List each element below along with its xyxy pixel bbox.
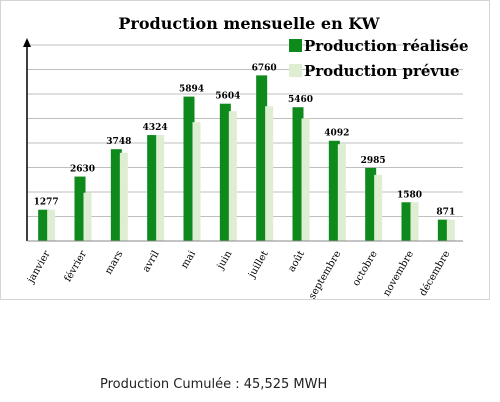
- x-tick-label-11: décembre: [418, 249, 453, 298]
- grid-lines: [27, 44, 463, 217]
- bar-realisee-2: [110, 149, 122, 241]
- bar-realisee-11: [437, 219, 449, 241]
- bar-prevue-5: [228, 111, 237, 242]
- bar-prevue-1: [83, 192, 92, 241]
- data-label-7: 5460: [288, 95, 313, 105]
- bar-prevue-7: [301, 118, 310, 241]
- data-label-6: 6760: [252, 63, 277, 73]
- bar-prevue-10: [410, 202, 419, 241]
- legend-swatch-prevue: [289, 64, 302, 77]
- bar-realisee-1: [74, 176, 86, 241]
- x-tick-label-1: février: [63, 249, 90, 284]
- bar-realisee-4: [183, 96, 195, 241]
- bar-realisee-5: [219, 103, 231, 242]
- bar-realisee-9: [365, 167, 377, 241]
- bar-realisee-0: [38, 209, 50, 241]
- bar-realisee-10: [401, 202, 413, 241]
- x-tick-labels: janvier février mars avril mai juin juillet aoû…: [25, 249, 452, 301]
- bar-realisee-6: [256, 75, 268, 241]
- bar-realisee-3: [147, 135, 159, 241]
- bar-realisee-8: [328, 140, 340, 241]
- x-tick-label-10: novembre: [381, 249, 416, 298]
- x-tick-label-3: avril: [141, 249, 162, 274]
- data-label-1: 2630: [70, 165, 95, 175]
- legend-swatch-realisee: [289, 39, 302, 52]
- data-label-11: 871: [436, 208, 455, 218]
- x-tick-label-8: septembre: [307, 249, 344, 301]
- x-tick-label-4: mai: [179, 249, 198, 271]
- data-label-0: 1277: [34, 198, 59, 208]
- x-tick-label-0: janvier: [25, 249, 53, 286]
- x-tick-label-6: juillet: [246, 249, 271, 281]
- y-axis-arrow-icon: [23, 38, 31, 47]
- x-tick-label-7: août: [286, 249, 307, 274]
- legend-label-realisee: Production réalisée: [304, 37, 469, 55]
- chart-title: Production mensuelle en KW: [118, 14, 380, 33]
- data-label-10: 1580: [397, 190, 422, 200]
- chart-svg: Production mensuelle en KW 1277 2630 3748 4…: [23, 14, 469, 301]
- data-label-3: 4324: [143, 123, 168, 133]
- axes: [23, 38, 463, 242]
- bar-prevue-4: [192, 122, 201, 241]
- chart-frame: Production mensuelle en KW 1277 2630 3748 4…: [0, 0, 490, 301]
- x-tick-label-2: mars: [103, 249, 125, 276]
- bar-prevue-8: [337, 144, 346, 241]
- x-tick-label-5: juin: [215, 249, 235, 272]
- bar-prevue-2: [119, 152, 128, 241]
- bar-realisee-7: [292, 107, 304, 241]
- bar-prevue-9: [374, 174, 383, 241]
- data-label-2: 3748: [106, 137, 131, 147]
- data-label-8: 4092: [324, 129, 349, 139]
- data-label-9: 2985: [361, 156, 386, 166]
- x-tick-label-9: octobre: [351, 249, 380, 288]
- data-label-4: 5894: [179, 85, 204, 95]
- bars: [38, 75, 455, 242]
- bar-prevue-11: [446, 219, 455, 241]
- data-labels: 1277 2630 3748 4324 5894 5604 6760 5460 4092 2985…: [34, 63, 456, 217]
- bar-prevue-0: [47, 209, 56, 241]
- bar-prevue-6: [265, 106, 274, 241]
- legend: Production réalisée Production prévue: [289, 37, 469, 80]
- bar-prevue-3: [156, 135, 165, 241]
- data-label-5: 5604: [215, 92, 240, 102]
- legend-label-prevue: Production prévue: [304, 62, 460, 80]
- cumulative-production-text: Production Cumulée : 45,525 MWH: [100, 377, 328, 392]
